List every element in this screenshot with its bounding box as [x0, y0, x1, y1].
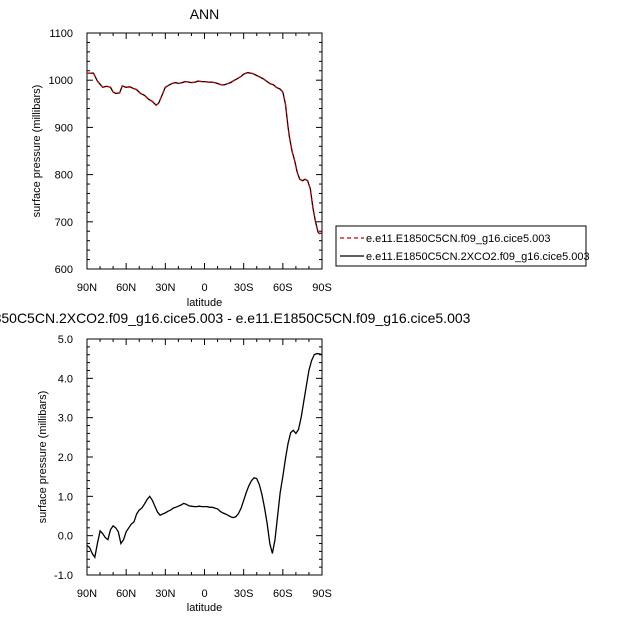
- y-tick-label: 900: [55, 122, 73, 134]
- x-tick-label: 0: [201, 282, 207, 294]
- chart-panel-1: ANN 90N 60N 30N 0 30S 60S 90S 600 700 800 900 1000 11…: [31, 6, 590, 309]
- x-tick-label: 30N: [155, 588, 175, 600]
- y-tick-label: 5.0: [58, 334, 73, 346]
- y-tick-label: 4.0: [58, 373, 73, 385]
- x-tick-label: 90S: [312, 588, 332, 600]
- y-tick-label: 1100: [49, 28, 73, 40]
- y-tick-label: 3.0: [58, 413, 73, 425]
- legend-label: e.e11.E1850C5CN.2XCO2.f09_g16.cice5.003: [366, 251, 590, 263]
- y-tick-label: 1000: [49, 75, 73, 87]
- y-tick-label: 700: [55, 217, 73, 229]
- x-tick-label: 90S: [312, 282, 332, 294]
- series-line-2: [87, 71, 323, 235]
- legend-label: e.e11.E1850C5CN.f09_g16.cice5.003: [366, 233, 551, 245]
- x-tick-label: 90N: [77, 588, 97, 600]
- y-tick-label: -1.0: [54, 570, 73, 582]
- y-tick-label: 2.0: [58, 452, 73, 464]
- x-tick-label: 90N: [77, 282, 97, 294]
- y-axis-label: surface pressure (millibars): [37, 391, 49, 524]
- series-line-1: [86, 352, 323, 559]
- x-axis-label: latitude: [187, 602, 222, 614]
- x-tick-label: 30S: [234, 588, 254, 600]
- legend-box: [335, 225, 587, 267]
- x-tick-label: 60N: [116, 588, 136, 600]
- chart-panel-2: e.e11.E1850C5CN.2XCO2.f09_g16.cice5.003 …: [0, 310, 471, 614]
- y-tick-label: 0.0: [58, 531, 73, 543]
- chart-title: ANN: [190, 6, 220, 22]
- series-line-1: [87, 71, 323, 235]
- y-tick-label: 600: [55, 264, 73, 276]
- x-tick-label: 60S: [273, 282, 293, 294]
- y-tick-label: 1.0: [58, 491, 73, 503]
- x-axis-label: latitude: [187, 297, 222, 309]
- y-tick-label: 800: [55, 170, 73, 182]
- x-tick-label: 0: [201, 588, 207, 600]
- legend: e.e11.E1850C5CN.f09_g16.cice5.003 e.e11.E…: [335, 225, 590, 267]
- x-tick-label: 60N: [116, 282, 136, 294]
- plot-frame: [86, 32, 323, 270]
- plot-frame: [86, 338, 323, 576]
- x-tick-label: 30N: [155, 282, 175, 294]
- x-tick-label: 60S: [273, 588, 293, 600]
- y-axis-label: surface pressure (millibars): [31, 85, 43, 218]
- chart-title: e.e11.E1850C5CN.2XCO2.f09_g16.cice5.003 …: [0, 310, 471, 326]
- x-tick-label: 30S: [234, 282, 254, 294]
